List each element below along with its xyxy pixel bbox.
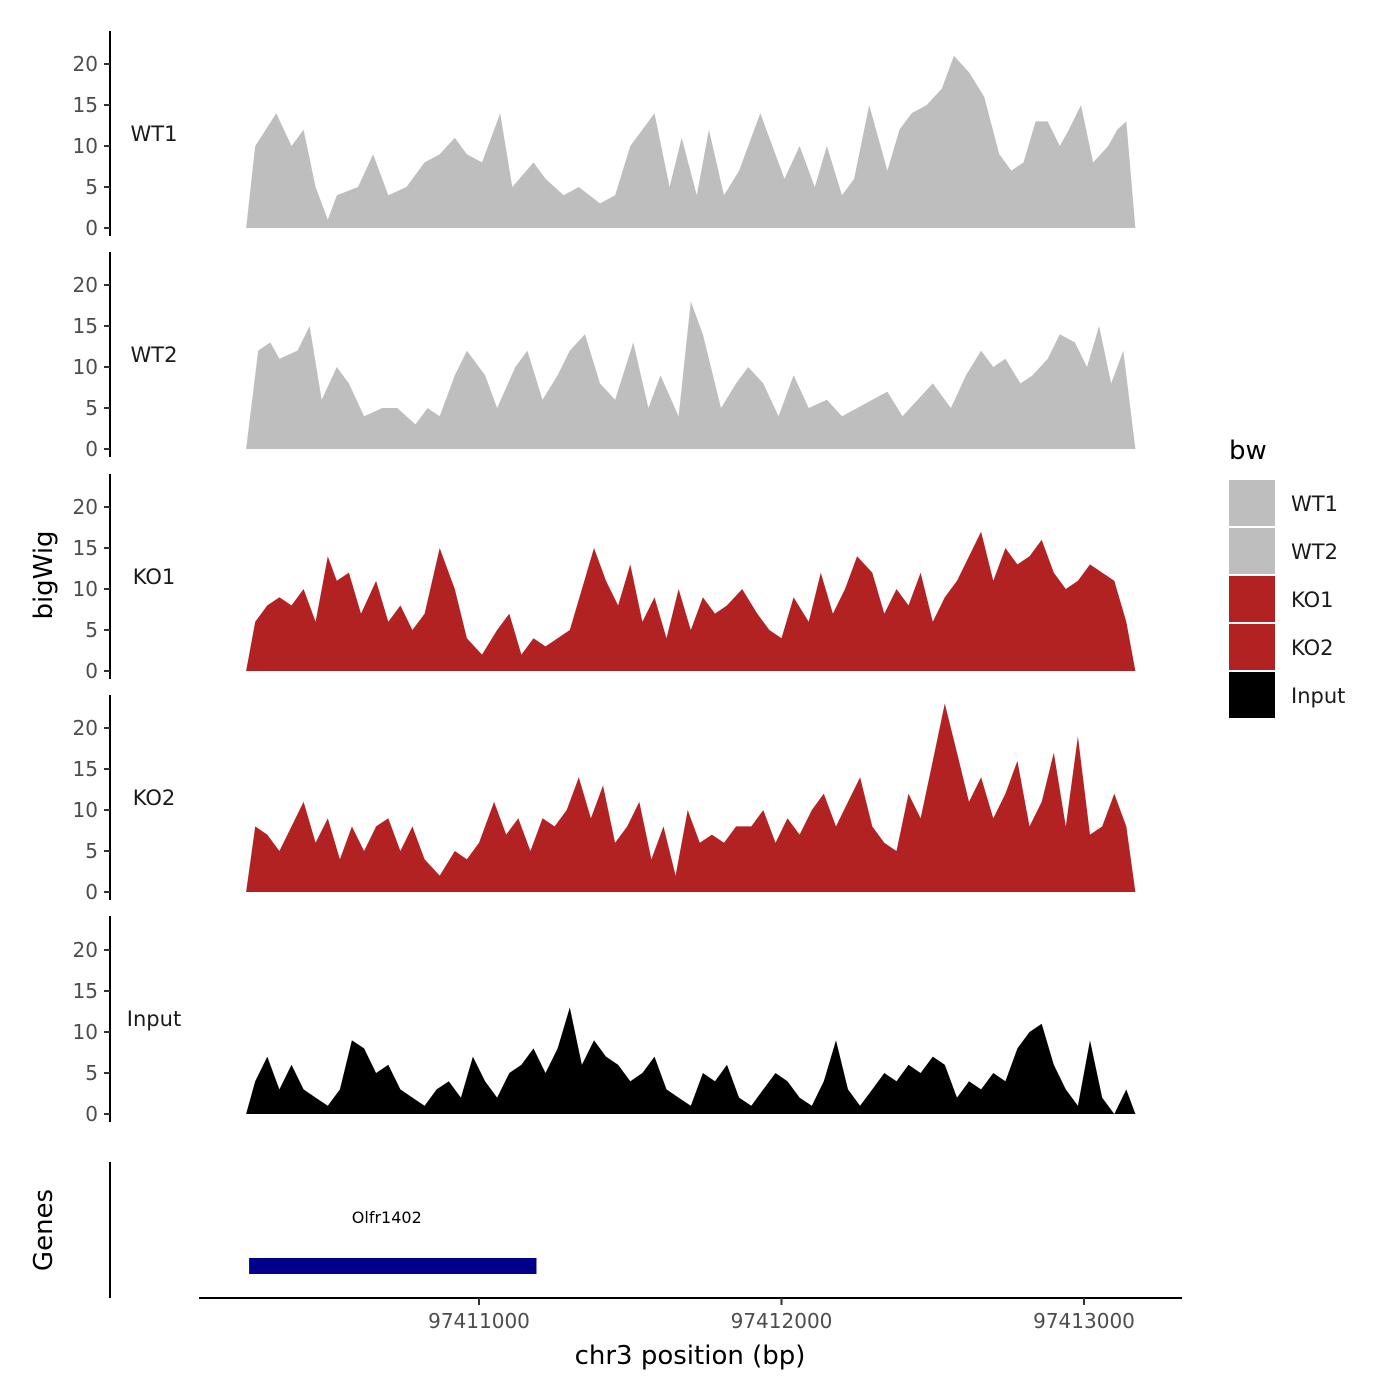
gene-body — [249, 1258, 537, 1274]
track-label: KO1 — [133, 565, 176, 589]
legend-swatch — [1229, 672, 1275, 718]
y-tick-label: 5 — [85, 396, 98, 420]
x-tick-label: 97412000 — [731, 1309, 833, 1333]
x-tick-label: 97413000 — [1033, 1309, 1135, 1333]
y-tick-label: 15 — [73, 979, 98, 1003]
y-tick-label: 20 — [73, 495, 98, 519]
y-tick-label: 5 — [85, 839, 98, 863]
y-tick-label: 0 — [85, 437, 98, 461]
legend-title: bw — [1229, 436, 1267, 466]
track-label: WT2 — [131, 343, 178, 367]
y-tick-label: 15 — [73, 93, 98, 117]
x-tick-label: 97411000 — [428, 1309, 530, 1333]
y-tick-label: 10 — [73, 577, 98, 601]
legend: bw WT1 WT2 KO1 KO2 Input — [1229, 436, 1345, 718]
y-tick-label: 15 — [73, 757, 98, 781]
y-tick-label: 0 — [85, 659, 98, 683]
legend-swatch — [1229, 480, 1275, 526]
x-axis-title: chr3 position (bp) — [575, 1341, 806, 1371]
y-tick-label: 5 — [85, 618, 98, 642]
legend-label: Input — [1291, 684, 1345, 708]
area-wt2 — [246, 301, 1136, 449]
y-tick-label: 5 — [85, 1061, 98, 1085]
gene-label: Olfr1402 — [352, 1208, 422, 1227]
y-tick-label: 10 — [73, 134, 98, 158]
track-ko1: 0 5 10 15 20 KO1 — [73, 474, 1136, 683]
y-tick-label: 0 — [85, 880, 98, 904]
genes-axis-title: Genes — [29, 1189, 59, 1271]
x-axis: 97411000 97412000 97413000 — [199, 1297, 1182, 1333]
y-tick-label: 0 — [85, 216, 98, 240]
track-input: 0 5 10 15 20 Input — [73, 916, 1136, 1126]
y-tick-label: 20 — [73, 273, 98, 297]
legend-swatch — [1229, 576, 1275, 622]
y-tick-label: 5 — [85, 175, 98, 199]
track-wt1: 0 5 10 15 20 WT1 — [73, 31, 1136, 240]
legend-label: WT1 — [1291, 492, 1338, 516]
area-wt1 — [246, 55, 1136, 228]
track-label: KO2 — [133, 786, 176, 810]
y-tick-label: 10 — [73, 798, 98, 822]
area-ko2 — [246, 703, 1136, 892]
legend-swatch — [1229, 624, 1275, 670]
track-wt2: 0 5 10 15 20 WT2 — [73, 252, 1136, 461]
y-axis-title: bigWig — [29, 530, 59, 619]
y-tick-label: 20 — [73, 52, 98, 76]
area-ko1 — [246, 531, 1136, 671]
y-tick-label: 10 — [73, 355, 98, 379]
legend-label: KO1 — [1291, 588, 1334, 612]
y-tick-label: 10 — [73, 1020, 98, 1044]
y-tick-label: 20 — [73, 716, 98, 740]
legend-swatch — [1229, 528, 1275, 574]
track-ko2: 0 5 10 15 20 KO2 — [73, 695, 1136, 904]
y-tick-label: 15 — [73, 314, 98, 338]
y-tick-label: 15 — [73, 536, 98, 560]
track-label: WT1 — [131, 122, 178, 146]
area-input — [246, 1007, 1136, 1114]
track-label: Input — [127, 1007, 181, 1031]
genes-panel: Olfr1402 — [109, 1162, 537, 1298]
legend-label: WT2 — [1291, 540, 1338, 564]
legend-label: KO2 — [1291, 636, 1334, 660]
track-panels: 0 5 10 15 20 WT1 0 5 10 15 20 WT2 0 5 10 15 20 KO1 0 5 10 15 2… — [73, 31, 1136, 1126]
y-tick-label: 0 — [85, 1102, 98, 1126]
y-tick-label: 20 — [73, 938, 98, 962]
